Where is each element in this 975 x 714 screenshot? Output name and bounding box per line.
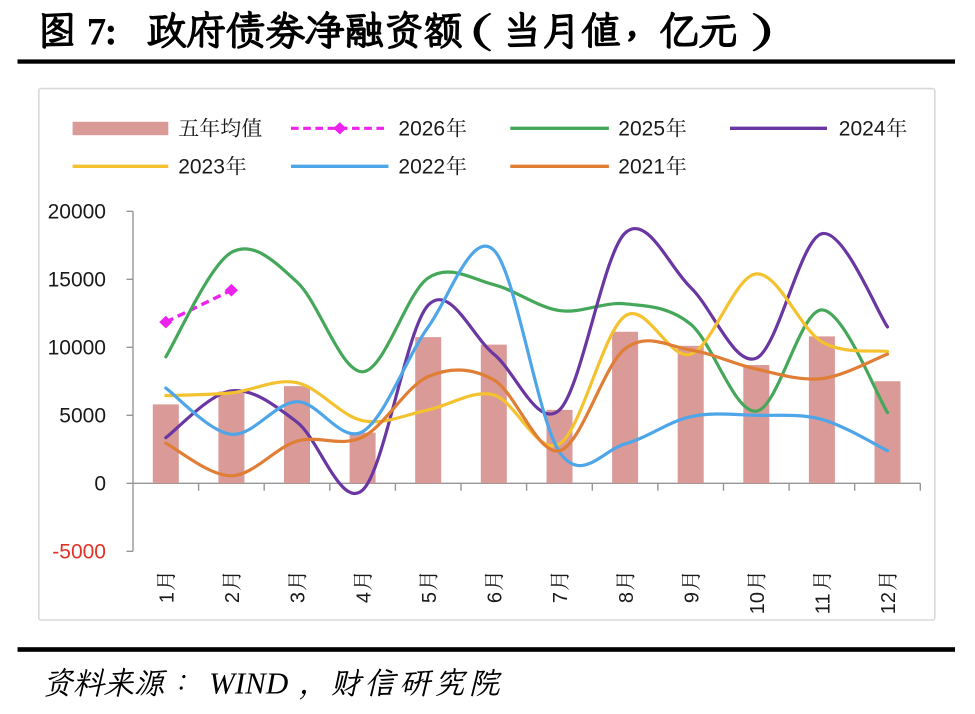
svg-text:6: 6: [485, 592, 507, 603]
svg-text:2023: 2023: [178, 156, 225, 179]
svg-text:5000: 5000: [59, 405, 106, 428]
svg-text:11: 11: [813, 593, 835, 614]
svg-text:2026: 2026: [398, 118, 445, 141]
svg-text:15000: 15000: [48, 269, 106, 292]
svg-text:7: 7: [87, 10, 107, 53]
svg-text:2025: 2025: [618, 118, 665, 141]
svg-text:20000: 20000: [48, 201, 106, 224]
svg-text:12: 12: [878, 592, 900, 614]
svg-text:2022: 2022: [398, 156, 445, 179]
svg-text:1: 1: [157, 592, 179, 603]
svg-text:9: 9: [681, 592, 703, 603]
svg-text:10000: 10000: [48, 337, 106, 360]
svg-text:10: 10: [747, 592, 769, 614]
svg-text::: :: [105, 10, 118, 53]
svg-text:8: 8: [616, 592, 638, 603]
svg-text:2021: 2021: [618, 156, 665, 179]
svg-text:7: 7: [550, 592, 572, 603]
svg-text:2024: 2024: [839, 118, 886, 141]
svg-text:0: 0: [94, 473, 106, 496]
svg-text:2: 2: [222, 592, 244, 603]
svg-text:5: 5: [419, 592, 441, 603]
svg-text:WIND: WIND: [209, 666, 288, 701]
svg-text:-5000: -5000: [52, 541, 106, 564]
svg-text:3: 3: [288, 592, 310, 603]
svg-text:4: 4: [353, 592, 375, 603]
